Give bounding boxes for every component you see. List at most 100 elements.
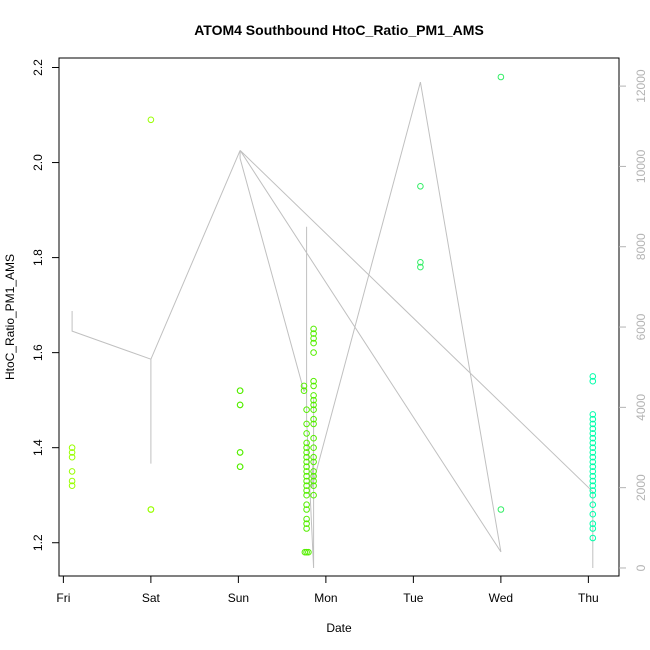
data-point bbox=[589, 491, 597, 499]
data-point bbox=[589, 420, 597, 428]
data-point bbox=[303, 420, 310, 428]
data-point bbox=[589, 430, 597, 437]
y2-tick-label: 6000 bbox=[634, 313, 648, 340]
data-point bbox=[310, 453, 317, 461]
x-tick-label: Sun bbox=[228, 591, 249, 605]
data-point bbox=[147, 506, 155, 513]
data-point bbox=[589, 501, 597, 509]
data-point bbox=[236, 401, 244, 409]
data-point bbox=[589, 510, 597, 518]
data-point bbox=[589, 458, 597, 466]
data-point bbox=[417, 259, 424, 266]
data-point bbox=[303, 515, 310, 523]
data-point bbox=[310, 491, 317, 499]
data-point bbox=[589, 377, 597, 385]
y-axis-label: HtoC_Ratio_PM1_AMS bbox=[3, 254, 17, 380]
data-point bbox=[310, 472, 317, 480]
data-point bbox=[310, 458, 317, 466]
y2-tick-label: 0 bbox=[634, 564, 648, 571]
data-point bbox=[303, 449, 310, 456]
data-point bbox=[68, 482, 76, 490]
data-point bbox=[589, 534, 597, 542]
data-point bbox=[497, 73, 505, 81]
data-point bbox=[303, 491, 310, 499]
data-point bbox=[589, 487, 597, 494]
x-tick-label: Thu bbox=[578, 591, 599, 605]
data-point bbox=[305, 548, 312, 556]
data-point bbox=[303, 468, 310, 475]
data-point bbox=[310, 392, 317, 399]
y-tick-label: 1.6 bbox=[31, 344, 45, 361]
data-point bbox=[417, 263, 424, 271]
chart-title: ATOM4 Southbound HtoC_Ratio_PM1_AMS bbox=[194, 22, 484, 38]
data-point bbox=[236, 387, 244, 395]
data-point bbox=[310, 444, 317, 452]
data-point bbox=[310, 335, 317, 342]
data-point bbox=[417, 183, 424, 190]
data-point bbox=[236, 463, 244, 471]
data-point bbox=[589, 468, 597, 475]
data-point bbox=[589, 463, 597, 471]
data-point bbox=[589, 425, 597, 433]
data-point bbox=[589, 411, 597, 418]
data-point bbox=[303, 487, 310, 494]
x-axis-label: Date bbox=[326, 621, 352, 635]
data-point bbox=[310, 482, 317, 490]
data-point bbox=[303, 458, 310, 466]
data-point bbox=[303, 506, 310, 513]
series-line bbox=[71, 81, 594, 569]
data-point bbox=[589, 477, 597, 485]
data-point bbox=[589, 415, 597, 423]
data-point bbox=[310, 420, 317, 428]
data-point bbox=[303, 453, 310, 461]
data-point bbox=[303, 439, 310, 447]
y2-tick-label: 10000 bbox=[634, 149, 648, 183]
data-point bbox=[68, 449, 76, 456]
data-point bbox=[589, 434, 597, 442]
data-point bbox=[589, 482, 597, 490]
data-point bbox=[303, 477, 310, 485]
data-point bbox=[310, 339, 317, 347]
data-point bbox=[589, 439, 597, 447]
data-point bbox=[310, 349, 317, 356]
plot-frame bbox=[58, 57, 620, 577]
data-point bbox=[310, 325, 317, 333]
data-point bbox=[589, 449, 597, 456]
x-tick-label: Tue bbox=[403, 591, 424, 605]
data-point bbox=[310, 477, 317, 485]
data-point bbox=[310, 401, 317, 409]
y-tick-label: 1.4 bbox=[31, 439, 45, 456]
y2-tick-label: 4000 bbox=[634, 394, 648, 421]
data-point bbox=[310, 406, 317, 414]
data-point bbox=[589, 444, 597, 452]
y2-tick-label: 12000 bbox=[634, 69, 648, 103]
data-point bbox=[310, 377, 317, 385]
y2-tick-label: 8000 bbox=[634, 233, 648, 260]
data-point bbox=[147, 116, 155, 124]
data-point bbox=[589, 472, 597, 480]
data-point bbox=[303, 482, 310, 490]
plot-area: Fri Sat Sun Mon Tue Wed Thu 1.2 1.4 1.6 1.8 2.0 2.2 0… bbox=[31, 57, 648, 605]
data-point bbox=[310, 330, 317, 337]
data-point bbox=[303, 520, 310, 528]
y-tick-label: 1.2 bbox=[31, 534, 45, 551]
data-point bbox=[300, 387, 308, 395]
data-point bbox=[303, 501, 310, 509]
data-point bbox=[310, 396, 317, 404]
data-point bbox=[303, 430, 310, 437]
data-point bbox=[310, 468, 317, 475]
data-point bbox=[68, 477, 76, 485]
x-tick-label: Mon bbox=[314, 591, 337, 605]
y-tick-label: 1.8 bbox=[31, 249, 45, 266]
data-point bbox=[310, 434, 317, 442]
y-tick-label: 2.0 bbox=[31, 154, 45, 171]
x-tick-label: Fri bbox=[56, 591, 70, 605]
data-point bbox=[497, 506, 505, 513]
data-point bbox=[310, 415, 317, 423]
x-tick-label: Sat bbox=[142, 591, 161, 605]
x-tick-label: Wed bbox=[489, 591, 513, 605]
data-point bbox=[589, 453, 597, 461]
y-tick-label: 2.2 bbox=[31, 59, 45, 76]
data-point bbox=[68, 444, 76, 452]
